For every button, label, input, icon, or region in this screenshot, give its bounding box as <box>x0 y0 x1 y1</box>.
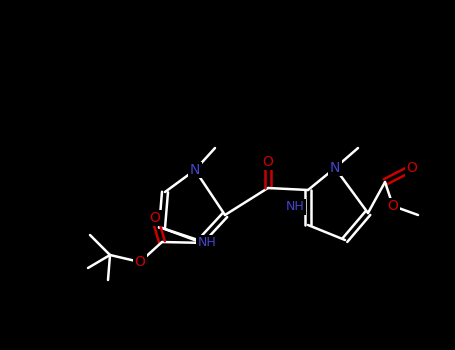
Text: O: O <box>388 199 399 213</box>
Text: O: O <box>407 161 417 175</box>
Text: NH: NH <box>286 201 304 214</box>
Text: N: N <box>330 161 340 175</box>
Text: NH: NH <box>197 237 217 250</box>
Text: N: N <box>190 163 200 177</box>
Text: O: O <box>263 155 273 169</box>
Text: O: O <box>150 211 161 225</box>
Text: O: O <box>135 255 146 269</box>
